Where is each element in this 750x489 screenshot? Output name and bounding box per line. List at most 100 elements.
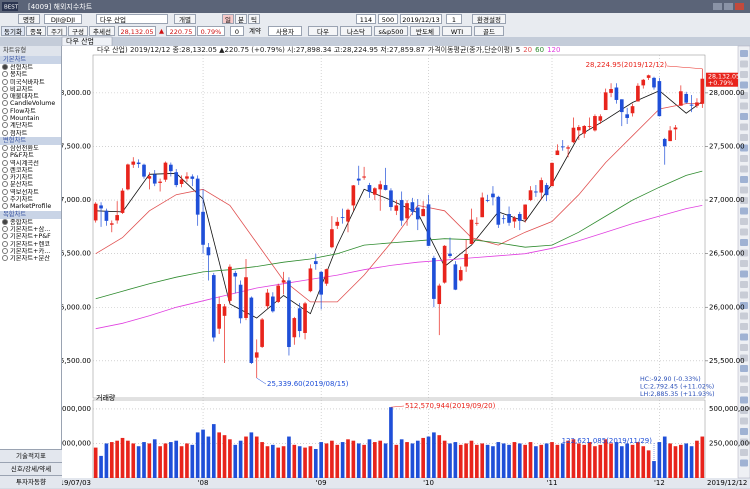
candle-body [195,178,200,215]
volume-bar [598,444,603,478]
quick-nasdaq[interactable]: 나스닥 [340,26,372,36]
count[interactable]: 114 [356,14,376,24]
sidebar-button[interactable]: 기술적지표 [0,449,62,462]
x-tick-label: 2019/12/12 [707,479,747,487]
minimize-button[interactable] [713,3,722,10]
volume-bar [523,444,527,478]
chart-type-option[interactable]: 렌코차트 [0,166,61,174]
chart-type-option[interactable]: Flow차트 [0,107,61,115]
chart-type-option[interactable]: 분산차트 [0,181,61,188]
chart-type-option[interactable]: 비교차트 [0,85,61,93]
trendline[interactable]: 추세선 [89,26,115,36]
cycle[interactable]: 주기 [47,26,67,36]
chart-type-option[interactable]: 매물대차트 [0,93,61,100]
volume-bar [147,443,152,478]
volume-tick-label: 500,000,000 [46,405,91,413]
multiplier[interactable]: 1 [446,14,462,24]
candle-body [507,213,511,223]
candle-body [432,257,436,299]
candle-body [335,221,340,226]
chart-type-option[interactable]: 역시계곡선 [0,159,61,167]
y-tick-label-right: 27,500.00 [709,142,745,150]
max-count[interactable]: 500 [378,14,398,24]
volume-bar [383,443,388,478]
volume-bar [222,435,227,478]
volume-bar [394,444,399,478]
chart-type-option[interactable]: 기본차트+P&F [0,233,61,240]
chart-type-option[interactable]: 삼선전환도 [0,144,61,152]
chart-type-option[interactable]: 선형차트 [0,64,61,71]
chart-type-option[interactable]: 카기차트 [0,174,61,181]
volume-bar [217,432,221,478]
candle-body [501,218,506,220]
candle-body [480,197,485,218]
candle-body [340,217,345,219]
sync[interactable]: 동기화 [1,26,25,36]
volume-bar [679,444,683,478]
sidebar-button[interactable]: 신호/강세/약세 [0,462,62,475]
period-tick[interactable]: 틱 [248,14,260,24]
chart-type-option[interactable]: 주기차트 [0,196,61,203]
chart-type-option[interactable]: 미국식바차트 [0,78,61,86]
chart-type-option[interactable]: 점차트 [0,129,61,137]
chart-type-option[interactable]: 종합차트 [0,218,61,226]
date[interactable]: 2019/12/13 [400,14,442,24]
symbol-name[interactable]: 다우 산업 [96,14,168,24]
quick-sp500[interactable]: s&p500 [374,26,408,36]
quick-dow[interactable]: 다우 [308,26,338,36]
individual[interactable]: 개별 [174,14,196,24]
sidebar-button[interactable]: 투자자동향 [0,475,62,488]
chart-type-option[interactable]: 기본차트+카... [0,247,61,255]
tool-icon [740,218,748,225]
y-tick-label: 28,000.00 [55,89,91,97]
radio [2,196,8,203]
quick-gold[interactable]: 골드 [474,26,504,36]
quick-semiconductor[interactable]: 반도체 [410,26,440,36]
volume-bar [507,444,511,478]
chart-type-option[interactable]: 봉차트 [0,71,61,78]
compose[interactable]: 구성 [68,26,88,36]
volume-bar [684,443,689,478]
candle-body [571,127,576,143]
candle-body [254,352,259,358]
close-button[interactable] [735,3,744,10]
candle-body [104,210,109,221]
chart-type-option[interactable]: 역보선차트 [0,188,61,196]
chart-type-option[interactable]: 기본차트+삼... [0,225,61,233]
item[interactable]: 종목 [26,26,46,36]
settings[interactable]: 환경설정 [472,14,506,24]
chart-type-option[interactable]: 계단차트 [0,122,61,129]
option-label: 미국식바차트 [10,78,45,86]
radio [2,64,8,70]
option-label: 기본차트+분산 [10,255,51,263]
quick-wti[interactable]: WTI [442,26,472,36]
brand: BEST [4,5,19,11]
chart-type-option[interactable]: P&F차트 [0,152,61,159]
user-select[interactable]: 사용자 [268,26,302,36]
candle-body [163,162,168,180]
chart-type-option[interactable]: CandleVolume [0,100,61,107]
radio [2,203,8,210]
candle-body [152,174,157,184]
tool-icon [740,197,748,204]
period-day[interactable]: 일 [222,14,234,24]
sidebar: 차트유형 기본차트 선형차트 봉차트 미국식바차트 비교차트 매물대차트 CandleVolu… [0,46,62,488]
period-minute[interactable]: 분 [235,14,247,24]
candle-body [313,261,318,265]
volume-bar [673,446,678,478]
candle-body [303,303,307,333]
candle-body [652,77,656,88]
tool-icon [740,260,748,267]
legend-entry: 5 [516,46,520,54]
candle-body [249,297,254,363]
command[interactable]: 명령 [18,14,40,24]
chart-type-option[interactable]: Mountain [0,115,61,122]
volume-bar [544,443,549,478]
symbol-code[interactable]: DJI@DJI [44,14,82,24]
maximize-button[interactable] [724,3,733,10]
chart-type-option[interactable]: 기본차트+분산 [0,255,61,262]
chart-type-option[interactable]: MarketProfile [0,203,61,210]
volume-bar [582,444,587,478]
volume-bar [335,444,340,478]
chart-type-option[interactable]: 기본차트+렌코 [0,240,61,248]
